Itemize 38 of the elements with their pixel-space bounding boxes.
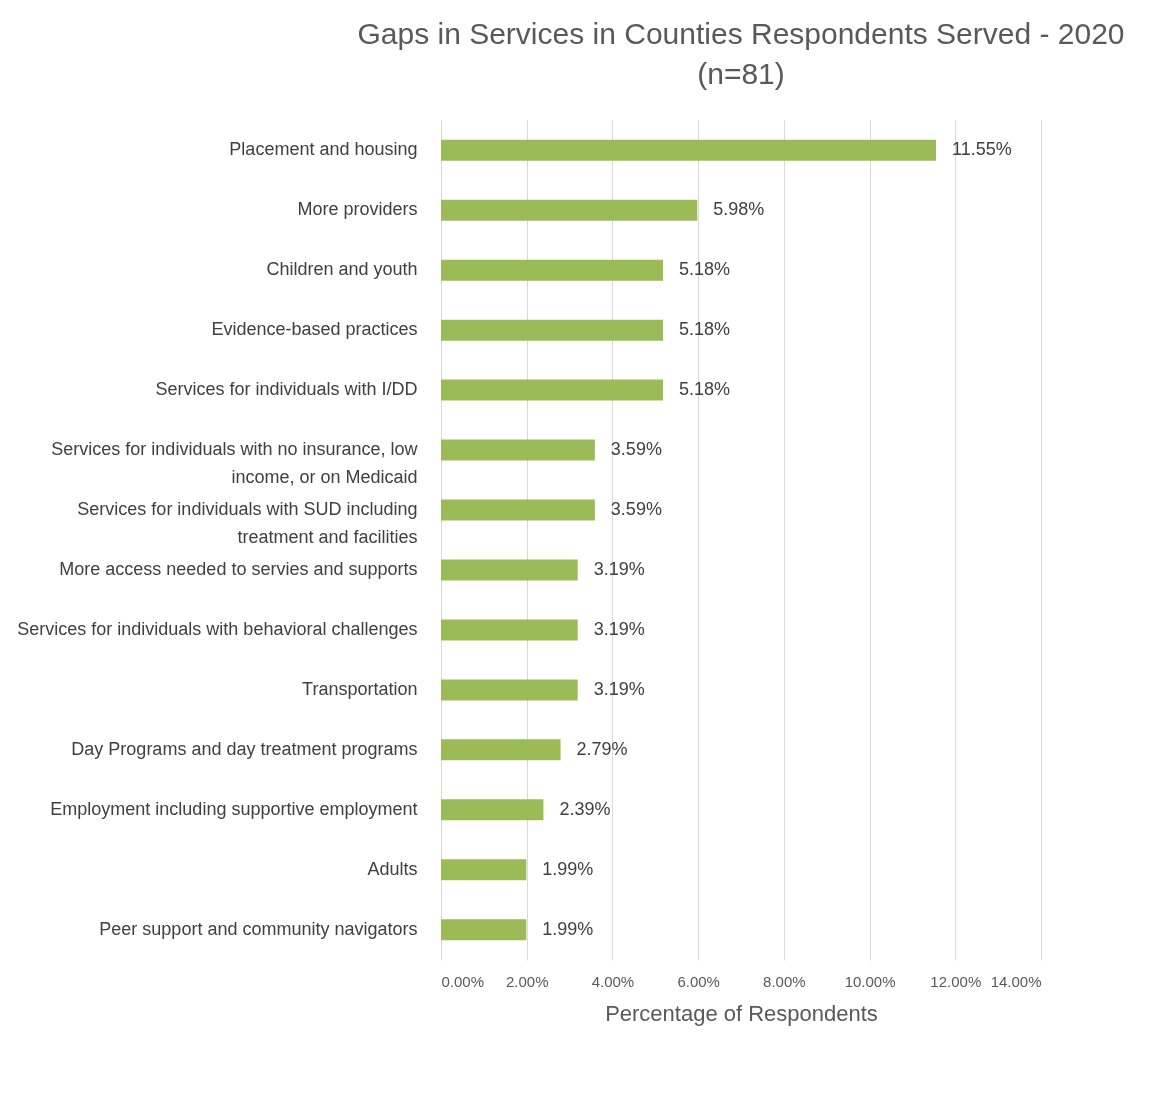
y-tick-label: Services for individuals with behavioral challenges (17, 618, 418, 639)
x-tick-label: 14.00% (990, 972, 1042, 990)
data-label: 3.19% (593, 558, 645, 579)
data-label: 5.18% (679, 319, 731, 340)
x-tick-label: 10.00% (844, 972, 896, 990)
data-label: 1.99% (542, 858, 594, 879)
y-tick-label: Placement and housing (229, 139, 418, 160)
y-tick-label: Children and youth (266, 259, 418, 280)
x-tick-label: 2.00% (505, 972, 549, 990)
data-label: 2.79% (576, 738, 628, 759)
data-label: 3.59% (610, 499, 662, 520)
y-tick-label: Peer support and community navigators (99, 918, 418, 939)
y-tick-label: Adults (367, 858, 418, 879)
y-tick-label: Employment including supportive employment (50, 798, 418, 819)
x-tick-label: 0.00% (441, 972, 485, 990)
x-tick-label: 4.00% (591, 972, 635, 990)
data-label: 5.98% (713, 199, 765, 220)
y-tick-label: More access needed to servies and supports (59, 558, 418, 579)
y-tick-label: Evidence-based practices (211, 319, 418, 340)
y-tick-label: Transportation (302, 678, 418, 699)
y-tick-label: Services for individuals with SUD including treatment and facilities (77, 499, 418, 548)
data-label: 3.19% (593, 678, 645, 699)
data-label: 3.59% (610, 439, 662, 460)
y-tick-label: Services for individuals with no insurance, low income, or on Medicaid (51, 439, 419, 488)
data-label: 5.18% (679, 379, 731, 400)
data-label: 11.55% (952, 139, 1012, 160)
x-tick-label: 6.00% (677, 972, 720, 990)
data-label: 5.18% (679, 259, 731, 280)
data-label: 1.99% (542, 918, 594, 939)
chart-title: Gaps in Services in Counties Respondents Served - 2020 (n=81) (357, 17, 1125, 90)
x-tick-label: 12.00% (930, 972, 982, 990)
data-label: 3.19% (593, 618, 645, 639)
data-label: 2.39% (559, 798, 611, 819)
x-tick-label: 8.00% (763, 972, 806, 990)
y-tick-label: More providers (297, 199, 418, 220)
x-axis-title: Percentage of Respondents (605, 1000, 878, 1026)
y-tick-label: Services for individuals with I/DD (155, 379, 418, 400)
y-tick-label: Day Programs and day treatment programs (71, 738, 418, 759)
